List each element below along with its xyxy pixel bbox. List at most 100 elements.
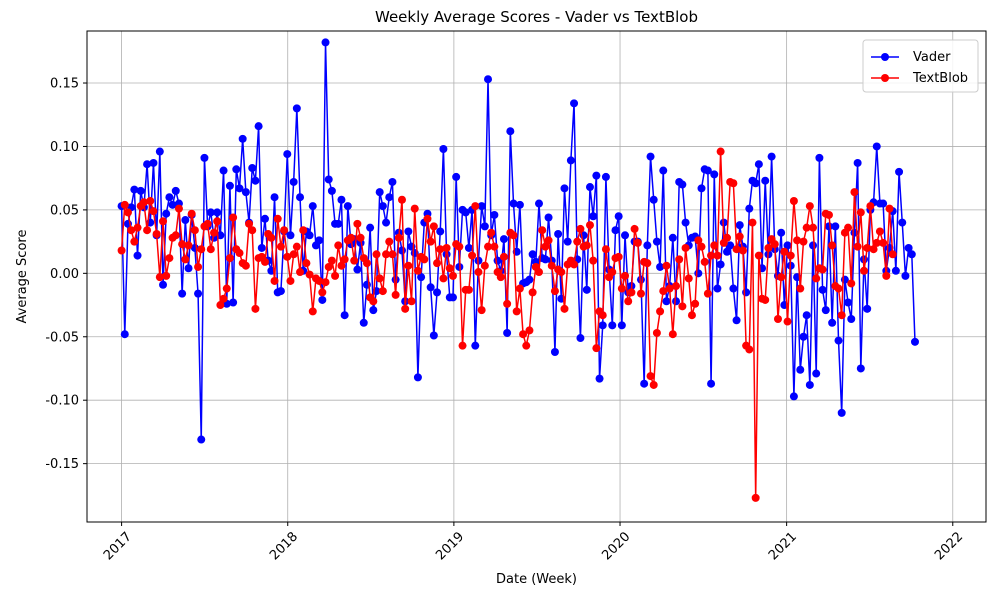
- data-point-textblob: [560, 304, 569, 313]
- data-point-textblob: [659, 287, 668, 296]
- data-point-vader: [898, 218, 907, 227]
- data-point-vader: [480, 222, 489, 231]
- data-point-textblob: [633, 238, 642, 247]
- data-point-vader: [872, 142, 881, 151]
- data-point-vader: [439, 144, 448, 153]
- plot-frame: [86, 30, 987, 523]
- data-point-vader: [289, 177, 298, 186]
- data-point-vader: [802, 311, 811, 320]
- data-point-textblob: [149, 207, 158, 216]
- data-point-vader: [904, 243, 913, 252]
- data-point-vader: [241, 188, 250, 197]
- data-point-textblob: [882, 271, 891, 280]
- data-point-vader: [184, 264, 193, 273]
- data-point-textblob: [382, 250, 391, 259]
- data-point-textblob: [210, 228, 218, 237]
- data-point-textblob: [879, 238, 888, 247]
- data-point-vader: [796, 365, 805, 374]
- data-point-textblob: [133, 223, 142, 232]
- x-tick-label: 2021: [766, 529, 800, 563]
- data-point-vader: [713, 284, 722, 293]
- data-point-vader: [359, 318, 368, 327]
- data-point-vader: [327, 186, 336, 195]
- data-point-textblob: [649, 380, 658, 389]
- data-point-textblob: [487, 228, 496, 237]
- data-point-textblob: [216, 301, 225, 310]
- y-tick-label: 0.05: [50, 203, 79, 218]
- data-point-vader: [155, 147, 164, 156]
- data-point-vader: [382, 218, 391, 227]
- x-tick-label: 2018: [267, 529, 301, 563]
- data-point-textblob: [710, 241, 719, 250]
- data-point-textblob: [503, 299, 512, 308]
- data-point-vader: [621, 231, 630, 240]
- data-point-textblob: [675, 255, 684, 264]
- data-point-textblob: [589, 256, 598, 265]
- data-point-vader: [461, 208, 470, 217]
- data-point-textblob: [601, 245, 610, 254]
- data-point-textblob: [856, 208, 865, 217]
- data-point-textblob: [369, 297, 378, 306]
- data-point-textblob: [248, 226, 257, 235]
- data-point-textblob: [761, 295, 770, 304]
- data-point-textblob: [793, 236, 802, 245]
- data-point-textblob: [732, 245, 741, 254]
- data-point-textblob: [276, 242, 285, 251]
- data-point-vader: [828, 318, 837, 327]
- data-point-textblob: [796, 284, 805, 293]
- data-point-textblob: [834, 284, 843, 293]
- data-point-vader: [672, 297, 681, 306]
- data-point-vader: [283, 150, 292, 159]
- x-tick-label: 2022: [932, 529, 966, 563]
- data-point-vader: [550, 347, 559, 356]
- data-point-textblob: [117, 246, 126, 255]
- data-point-textblob: [372, 250, 381, 259]
- data-point-textblob: [477, 306, 486, 315]
- data-point-textblob: [378, 287, 387, 296]
- data-point-vader: [260, 214, 269, 223]
- data-point-textblob: [318, 288, 327, 297]
- data-point-textblob: [525, 326, 534, 335]
- data-point-vader: [213, 208, 222, 217]
- data-point-textblob: [171, 231, 180, 240]
- data-point-vader: [334, 219, 343, 228]
- data-point-textblob: [321, 278, 330, 287]
- data-point-vader: [678, 180, 687, 189]
- data-point-vader: [136, 186, 145, 195]
- data-point-textblob: [538, 226, 547, 235]
- data-point-textblob: [445, 264, 454, 273]
- data-point-textblob: [410, 204, 419, 213]
- data-point-vader: [879, 199, 888, 208]
- data-point-vader: [805, 380, 814, 389]
- data-point-textblob: [703, 289, 712, 298]
- data-point-vader: [535, 199, 543, 208]
- data-point-vader: [643, 241, 652, 250]
- data-point-vader: [821, 306, 830, 315]
- data-point-textblob: [289, 250, 298, 259]
- data-point-textblob: [668, 330, 677, 339]
- data-point-textblob: [802, 223, 811, 232]
- data-point-vader: [378, 202, 387, 211]
- data-point-textblob: [636, 289, 645, 298]
- x-axis-ticks: 2017 2018 2019 2020 2021 2022: [101, 522, 966, 563]
- data-point-vader: [206, 208, 215, 217]
- data-point-vader: [901, 271, 910, 280]
- data-point-textblob: [643, 259, 652, 268]
- data-point-vader: [149, 158, 158, 167]
- data-point-textblob: [404, 261, 413, 270]
- data-point-vader: [735, 221, 744, 230]
- data-point-vader: [576, 334, 585, 343]
- data-point-vader: [388, 177, 397, 186]
- data-point-vader: [767, 152, 776, 161]
- data-point-textblob: [624, 297, 633, 306]
- data-point-textblob: [585, 221, 594, 230]
- data-point-vader: [703, 166, 712, 175]
- data-point-vader: [499, 235, 508, 244]
- y-tick-label: -0.15: [45, 457, 79, 472]
- data-point-textblob: [436, 245, 445, 254]
- data-point-textblob: [324, 262, 333, 271]
- data-point-textblob: [362, 259, 371, 268]
- data-point-vader: [815, 153, 824, 162]
- data-point-textblob: [687, 311, 696, 320]
- data-point-vader: [891, 266, 900, 275]
